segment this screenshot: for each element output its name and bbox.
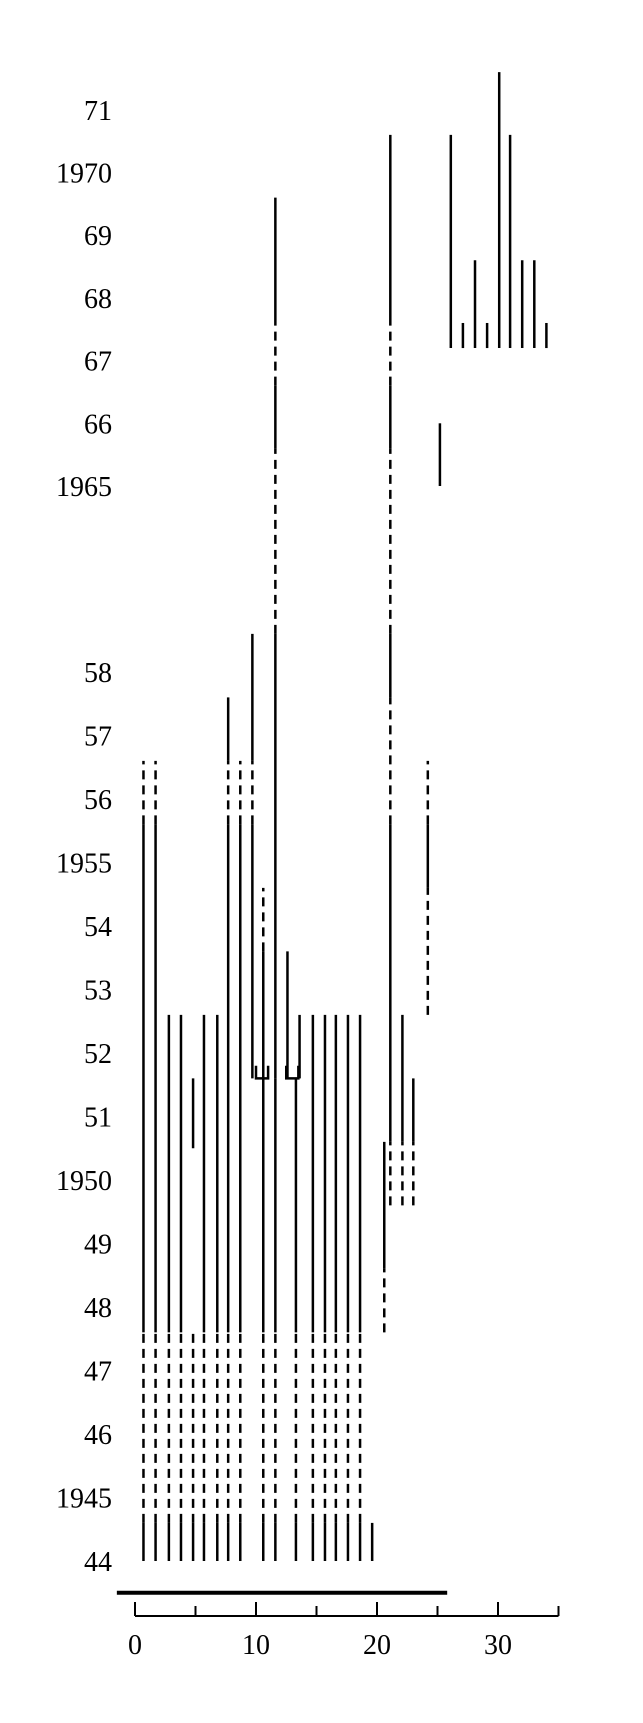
y-tick-label: 58 (84, 658, 112, 689)
y-tick-label: 52 (84, 1039, 112, 1070)
y-tick-label: 68 (84, 284, 112, 315)
y-tick-label: 1950 (56, 1166, 112, 1197)
y-tick-label: 53 (84, 976, 112, 1007)
x-tick-label: 0 (128, 1630, 142, 1661)
y-tick-label: 71 (84, 96, 112, 127)
merge-connector (254, 1065, 270, 1080)
y-tick-label: 48 (84, 1293, 112, 1324)
y-tick-label: 69 (84, 221, 112, 252)
y-tick-label: 47 (84, 1357, 112, 1388)
y-tick-label: 56 (84, 785, 112, 816)
x-axis: 0 10 20 30 (128, 1602, 560, 1661)
y-tick-label: 1945 (56, 1484, 112, 1515)
y-tick-label: 44 (84, 1547, 112, 1578)
y-tick-label: 57 (84, 722, 112, 753)
y-tick-label: 46 (84, 1420, 112, 1451)
y-axis-labels: 44 1945 46 47 48 49 1950 51 52 53 54 1955 56 57 58 1965… (56, 96, 112, 1578)
series-lines (142, 72, 548, 1561)
y-tick-label: 66 (84, 409, 112, 440)
y-tick-label: 1965 (56, 472, 112, 503)
series-connectors (254, 1065, 300, 1080)
merge-connector (285, 1065, 300, 1080)
x-tick-label: 30 (484, 1630, 512, 1661)
y-tick-label: 54 (84, 912, 112, 943)
y-tick-label: 67 (84, 347, 112, 378)
x-tick-label: 20 (363, 1630, 391, 1661)
y-tick-label: 1970 (56, 159, 112, 190)
y-tick-label: 51 (84, 1103, 112, 1134)
y-tick-label: 49 (84, 1230, 112, 1261)
x-tick-label: 10 (242, 1630, 270, 1661)
y-tick-label: 1955 (56, 849, 112, 880)
